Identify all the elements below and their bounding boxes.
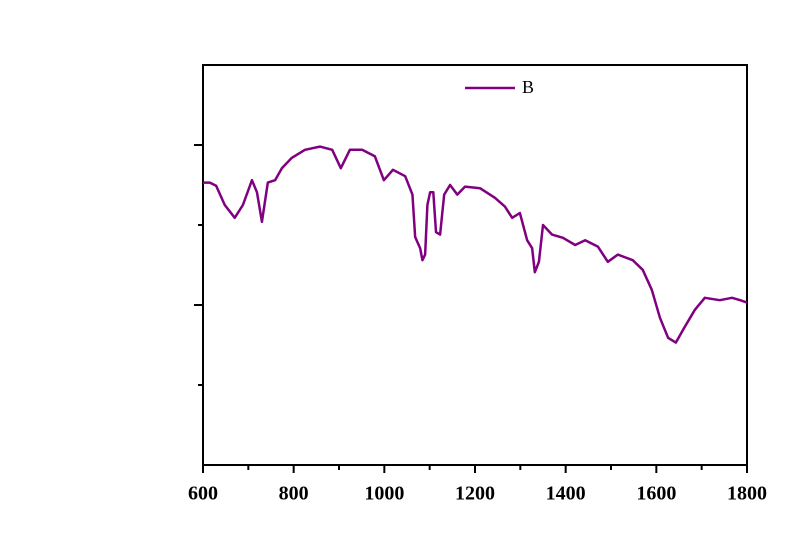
legend-label: B [522,77,534,97]
plot-frame [202,64,748,466]
x-tick-label: 1400 [546,483,586,505]
x-tick-label: 800 [279,483,309,505]
x-tick-label: 1000 [364,483,404,505]
x-tick-label: 1200 [455,483,495,505]
x-tick-label: 600 [188,483,218,505]
data-line [203,145,748,344]
x-tick-label: 1600 [636,483,676,505]
x-tick-label: 1800 [727,483,767,505]
